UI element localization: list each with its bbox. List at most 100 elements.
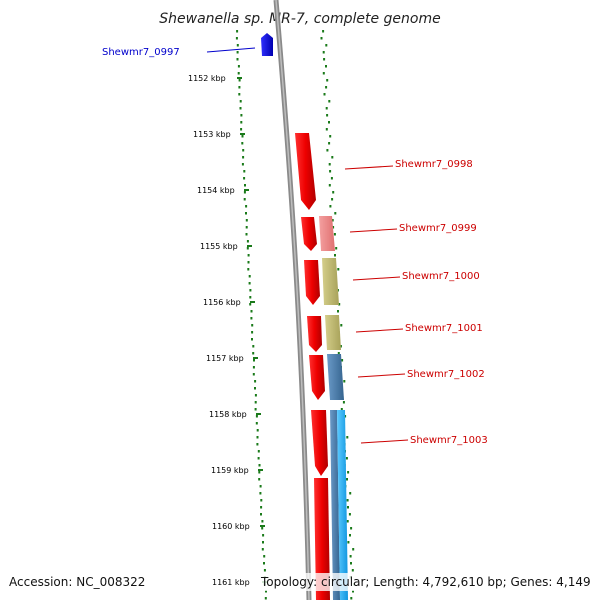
accession-text: Accession: NC_008322: [9, 575, 145, 589]
ring-dot: [238, 93, 241, 96]
cog-block[interactable]: [330, 410, 340, 600]
ring-dot: [323, 93, 326, 96]
ring-dot: [337, 352, 340, 355]
ring-dot: [332, 226, 335, 229]
ring-dot: [261, 548, 264, 551]
map-title: Shewanella sp. MR-7, complete genome: [159, 11, 440, 27]
ring-dot: [337, 310, 339, 313]
ring-dot: [348, 513, 351, 516]
ring-dot: [251, 338, 253, 341]
ring-dot: [339, 345, 342, 348]
ring-dot: [328, 184, 331, 187]
ring-dot: [340, 408, 343, 411]
ring-dot: [251, 331, 254, 334]
gene-arrow[interactable]: [309, 355, 325, 400]
ring-dot: [322, 51, 325, 54]
ring-dot: [248, 275, 251, 278]
tick-label: 1156 kbp: [203, 298, 241, 307]
tick-label: 1155 kbp: [200, 242, 238, 251]
ring-dot: [347, 471, 350, 474]
ring-dot: [236, 30, 239, 33]
gene-shewmr7-1003[interactable]: Shewmr7_1003: [360, 435, 488, 446]
gene-arrow[interactable]: [307, 316, 322, 352]
gene-shewmr7-0997[interactable]: Shewmr7_0997: [102, 33, 273, 58]
cog-block[interactable]: [325, 315, 341, 350]
gene-label: Shewmr7_0999: [399, 223, 477, 234]
gene-shewmr7-0999[interactable]: Shewmr7_0999: [349, 223, 477, 234]
ring-dot: [329, 170, 332, 173]
ring-dot: [350, 527, 353, 530]
ring-dot: [346, 499, 349, 502]
ring-dot: [247, 254, 250, 257]
ring-dot: [258, 464, 261, 467]
ring-dot: [235, 37, 238, 40]
gene-label: Shewmr7_0997: [102, 47, 180, 58]
gene-label: Shewmr7_1002: [407, 369, 485, 380]
ring-dot: [265, 590, 267, 593]
ring-dot: [264, 597, 267, 600]
ring-dot: [337, 268, 340, 271]
cog-block[interactable]: [327, 354, 344, 400]
ring-dot: [254, 380, 257, 383]
ring-dot: [240, 121, 243, 124]
ring-dot: [263, 555, 266, 558]
ring-dot: [247, 261, 250, 264]
footer-backdrop: [258, 573, 596, 591]
ring-dot: [329, 205, 332, 208]
ring-dot: [347, 506, 349, 509]
cog-block[interactable]: [319, 216, 335, 251]
ring-dot: [254, 401, 257, 404]
gene-arrow[interactable]: [295, 133, 316, 210]
ring-dot: [331, 156, 334, 159]
ring-dot: [245, 212, 247, 215]
ring-dot: [245, 205, 248, 208]
ring-dot: [346, 520, 349, 523]
ring-dot: [349, 492, 352, 495]
ring-dot: [255, 422, 258, 425]
ring-dot: [239, 107, 242, 110]
ring-dot: [243, 170, 246, 173]
ring-dot: [328, 142, 331, 145]
ring-dot: [243, 191, 246, 194]
tick-label: 1160 kbp: [212, 522, 250, 531]
tick-label: 1152 kbp: [188, 74, 226, 83]
ring-dot: [238, 86, 241, 89]
gene-shewmr7-1002[interactable]: Shewmr7_1002: [357, 369, 485, 380]
ring-dot: [237, 72, 240, 75]
ring-dot: [250, 317, 253, 320]
ring-dot: [325, 128, 328, 131]
ring-dot: [263, 562, 265, 565]
ring-dot: [238, 79, 241, 82]
gene-shewmr7-1000[interactable]: Shewmr7_1000: [352, 271, 480, 282]
ring-dot: [258, 471, 261, 474]
ring-dot: [247, 268, 250, 271]
ring-dot: [328, 121, 330, 124]
gene-label: Shewmr7_1003: [410, 435, 488, 446]
ring-dot: [331, 219, 334, 222]
cog-track: [319, 216, 348, 600]
ring-dot: [245, 226, 248, 229]
ring-dot: [260, 513, 262, 516]
gene-label: Shewmr7_1001: [405, 323, 483, 334]
ring-dot: [263, 569, 266, 572]
ring-dot: [250, 310, 253, 313]
ring-dot: [347, 541, 350, 544]
cog-block[interactable]: [322, 258, 339, 305]
gene-shewmr7-1001[interactable]: Shewmr7_1001: [355, 323, 483, 334]
cog-block[interactable]: [337, 410, 348, 600]
ring-dot: [246, 247, 249, 250]
ring-dot: [256, 443, 259, 446]
gene-arrow[interactable]: [304, 260, 320, 305]
ring-dot: [249, 296, 252, 299]
gene-arrow[interactable]: [301, 217, 317, 251]
gene-shewmr7-0998[interactable]: Shewmr7_0998: [344, 159, 473, 170]
tick-label: 1153 kbp: [193, 130, 231, 139]
ring-dot: [344, 415, 347, 418]
gene-arrow[interactable]: [311, 410, 328, 476]
ring-dot: [334, 212, 337, 215]
ring-dot: [350, 562, 352, 565]
gene-arrow[interactable]: [314, 478, 330, 600]
gene-label: Shewmr7_1000: [402, 271, 480, 282]
ring-dot: [326, 149, 329, 152]
